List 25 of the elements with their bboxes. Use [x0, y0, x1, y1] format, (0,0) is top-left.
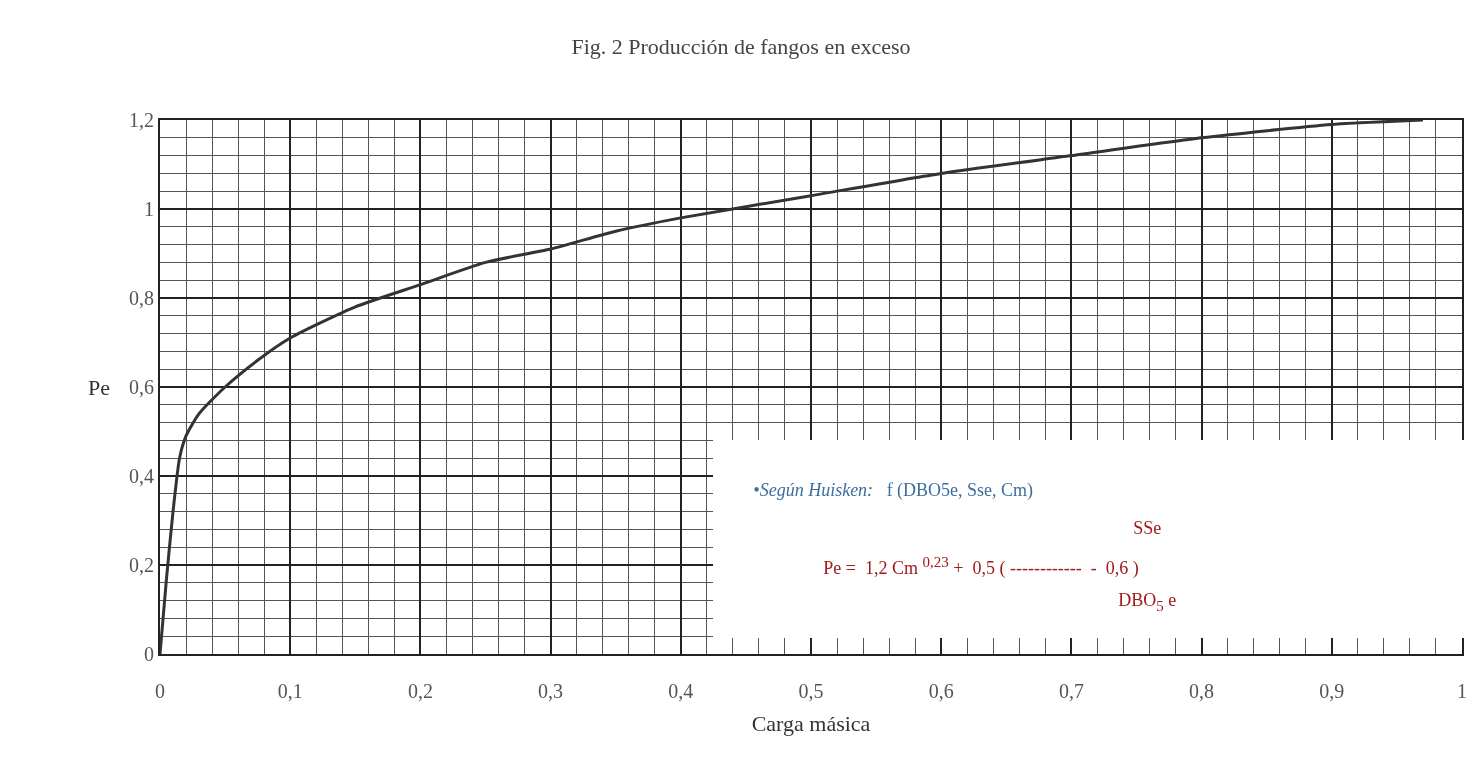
- x-tick-label: 0,2: [407, 680, 433, 702]
- line-series: [160, 120, 1425, 654]
- y-tick-label: 1,2: [129, 109, 154, 131]
- x-tick-label: 0,6: [928, 680, 954, 702]
- y-tick-label: 0,4: [129, 465, 154, 487]
- y-axis-title: Pe: [88, 375, 110, 400]
- annotation: DBO$_{5}$ e: [1118, 590, 1177, 615]
- chart-title: Fig. 2 Producción de fangos en exceso: [571, 33, 911, 59]
- x-tick-label: 0,4: [668, 680, 694, 702]
- x-tick-label: 0,7: [1058, 680, 1084, 702]
- x-tick-label: 0,1: [277, 680, 303, 702]
- x-tick-label: 1: [1457, 680, 1467, 702]
- y-tick-label: 0,2: [129, 554, 154, 576]
- y-tick-label: 1: [144, 198, 154, 220]
- x-tick-label: 0,8: [1189, 680, 1215, 702]
- x-tick-label: 0,3: [538, 680, 564, 702]
- annotation: •Según Huisken: f (DBO5e, Sse, Cm): [753, 480, 1034, 502]
- x-tick-label: 0,5: [798, 680, 824, 702]
- annotation: Pe = 1,2 Cm $^{0,23}$ + 0,5 ( ------------ - 0,6 ): [823, 554, 1139, 580]
- y-tick-label: 0,6: [129, 376, 154, 398]
- x-axis-title: Carga másica: [751, 711, 871, 736]
- annotation: SSe: [1133, 518, 1162, 540]
- y-tick-label: 0: [144, 643, 154, 665]
- y-tick-label: 0,8: [129, 287, 154, 309]
- x-tick-label: 0,9: [1319, 680, 1345, 702]
